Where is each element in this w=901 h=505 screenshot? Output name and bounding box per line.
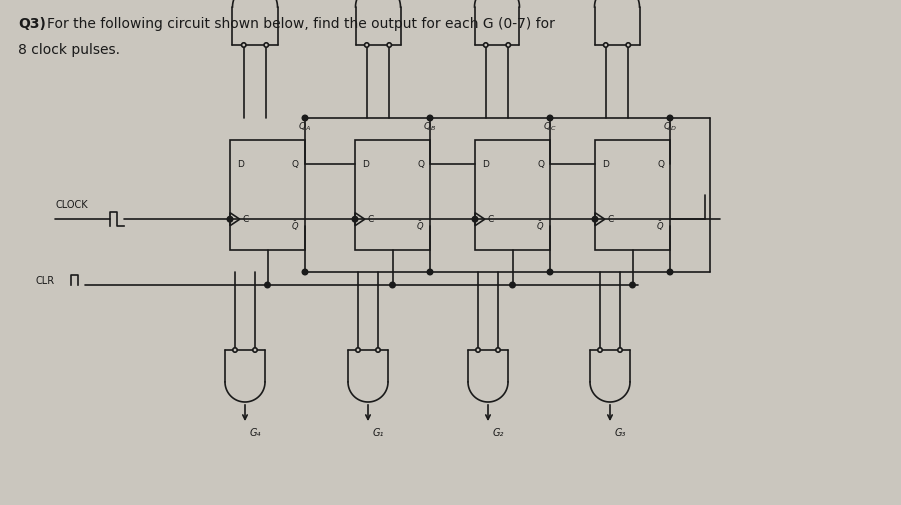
Circle shape — [668, 269, 673, 275]
Circle shape — [352, 217, 358, 222]
Circle shape — [365, 43, 369, 47]
Text: C: C — [243, 215, 250, 224]
Circle shape — [390, 282, 396, 288]
Text: Q: Q — [417, 160, 424, 169]
Circle shape — [592, 217, 597, 222]
Circle shape — [427, 269, 432, 275]
Circle shape — [356, 348, 360, 352]
Circle shape — [302, 269, 308, 275]
Circle shape — [387, 43, 391, 47]
Text: C: C — [488, 215, 495, 224]
Circle shape — [547, 115, 553, 121]
Text: D: D — [362, 160, 369, 169]
Circle shape — [668, 115, 673, 121]
Circle shape — [241, 43, 246, 47]
Circle shape — [496, 348, 500, 352]
Text: G₂: G₂ — [493, 428, 505, 438]
Text: Q: Q — [537, 160, 544, 169]
Text: $\bar{Q}$: $\bar{Q}$ — [536, 219, 544, 233]
Text: Q: Q — [292, 160, 299, 169]
Text: C: C — [368, 215, 374, 224]
Text: $Q_{C}$: $Q_{C}$ — [543, 121, 557, 133]
Circle shape — [232, 348, 237, 352]
Circle shape — [376, 348, 380, 352]
Bar — [355, 140, 430, 250]
Text: CLR: CLR — [35, 276, 54, 286]
Text: 8 clock pulses.: 8 clock pulses. — [18, 43, 120, 57]
Circle shape — [604, 43, 608, 47]
Circle shape — [264, 43, 268, 47]
Circle shape — [597, 348, 602, 352]
Circle shape — [427, 115, 432, 121]
Circle shape — [626, 43, 631, 47]
Circle shape — [506, 43, 511, 47]
Circle shape — [547, 269, 553, 275]
Text: G₁: G₁ — [373, 428, 385, 438]
Circle shape — [472, 217, 478, 222]
Text: Q3): Q3) — [18, 17, 46, 31]
Circle shape — [265, 282, 270, 288]
Text: D: D — [602, 160, 609, 169]
Circle shape — [630, 282, 635, 288]
Bar — [595, 140, 670, 250]
Text: D: D — [237, 160, 244, 169]
Text: $Q_{A}$: $Q_{A}$ — [298, 121, 312, 133]
Circle shape — [476, 348, 480, 352]
Text: $\bar{Q}$: $\bar{Q}$ — [656, 219, 664, 233]
Circle shape — [510, 282, 515, 288]
Text: $\bar{Q}$: $\bar{Q}$ — [291, 219, 299, 233]
Circle shape — [302, 115, 308, 121]
Text: G₃: G₃ — [615, 428, 626, 438]
Text: For the following circuit shown below, find the output for each G (0-7) for: For the following circuit shown below, f… — [47, 17, 555, 31]
Bar — [230, 140, 305, 250]
Text: CLOCK: CLOCK — [55, 200, 87, 210]
Text: $Q_{D}$: $Q_{D}$ — [663, 121, 677, 133]
Text: G₄: G₄ — [250, 428, 261, 438]
Bar — [475, 140, 550, 250]
Circle shape — [484, 43, 488, 47]
Circle shape — [618, 348, 623, 352]
Text: D: D — [482, 160, 489, 169]
Text: C: C — [608, 215, 614, 224]
Circle shape — [253, 348, 257, 352]
Circle shape — [227, 217, 232, 222]
Text: Q: Q — [657, 160, 664, 169]
Text: $Q_{B}$: $Q_{B}$ — [423, 121, 436, 133]
Text: $\bar{Q}$: $\bar{Q}$ — [415, 219, 424, 233]
